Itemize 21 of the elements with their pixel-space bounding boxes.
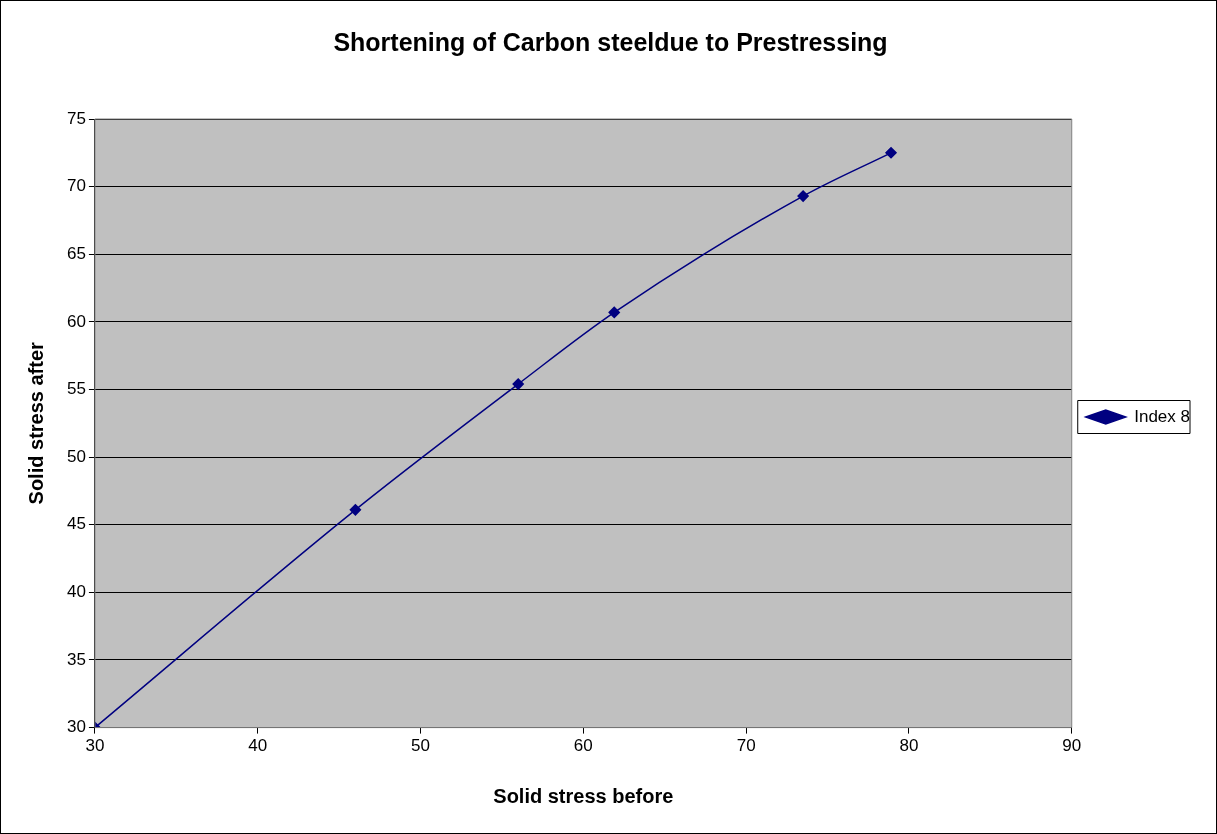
- y-tick-label: 65: [66, 243, 86, 263]
- x-tick-label: 40: [248, 736, 268, 756]
- chart-title: Shortening of Carbon steeldue to Prestressing: [333, 27, 888, 56]
- y-tick-label: 50: [66, 446, 86, 466]
- x-tick-label: 70: [736, 736, 756, 756]
- x-tick-label: 80: [899, 736, 919, 756]
- y-tick-label: 35: [66, 649, 86, 669]
- x-tick-label: 60: [573, 736, 593, 756]
- y-tick-label: 60: [66, 311, 86, 331]
- y-tick-label: 70: [66, 176, 86, 196]
- x-tick-label: 90: [1062, 736, 1082, 756]
- legend-label: Index 8: [1134, 406, 1190, 426]
- x-tick-label: 30: [85, 736, 105, 756]
- y-tick-label: 45: [66, 514, 86, 534]
- x-axis-title: Solid stress before: [493, 784, 674, 807]
- y-tick-label: 55: [66, 379, 86, 399]
- y-tick-label: 40: [66, 582, 86, 602]
- y-tick-label: 30: [66, 717, 86, 737]
- x-tick-label: 50: [411, 736, 430, 756]
- y-axis-title: Solid stress after: [24, 341, 47, 505]
- y-tick-label: 75: [66, 108, 86, 128]
